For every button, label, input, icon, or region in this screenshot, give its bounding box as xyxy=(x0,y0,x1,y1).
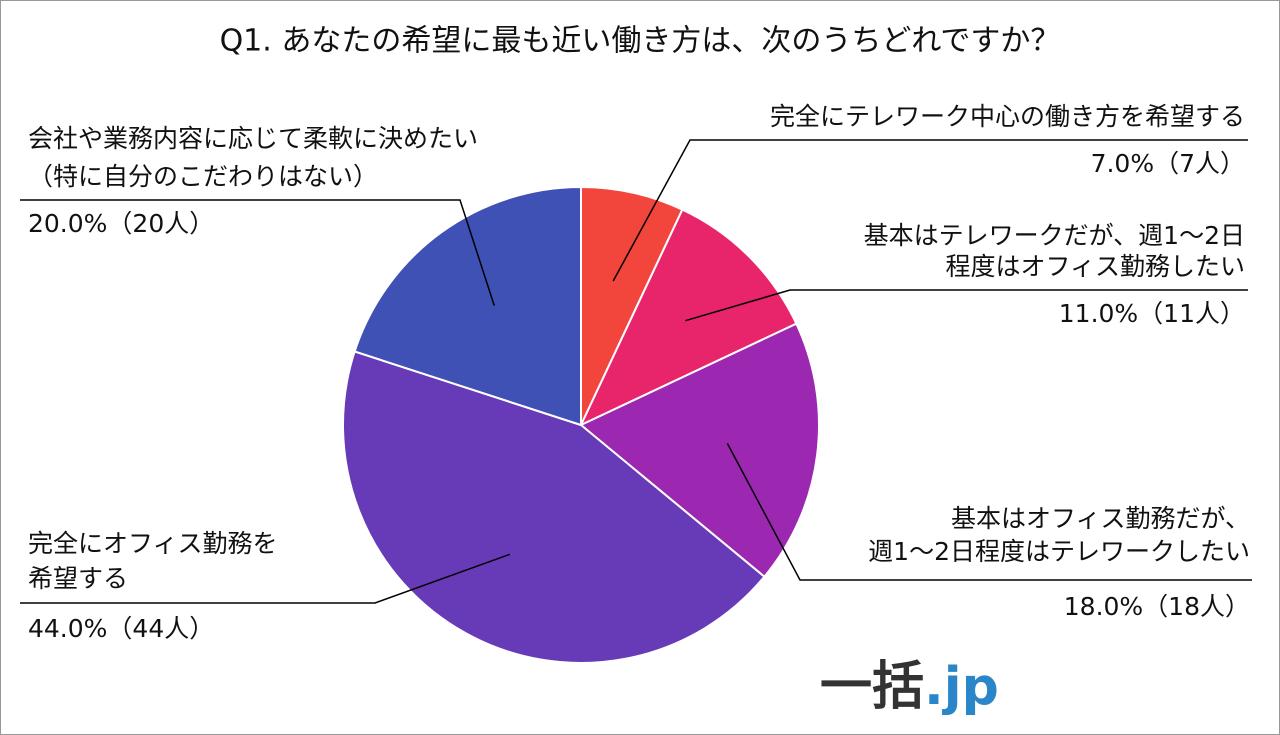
logo-main: 一括 xyxy=(820,657,924,717)
logo-accent: .jp xyxy=(924,657,999,717)
slice-label: 完全にテレワーク中心の働き方を希望する xyxy=(770,102,1245,131)
slice-label: 程度はオフィス勤務したい xyxy=(945,252,1245,281)
leader-line xyxy=(20,199,495,306)
logo: 一括.jp xyxy=(820,657,999,717)
leader-line xyxy=(685,289,1248,322)
pie-slice xyxy=(580,185,684,426)
slice-label: （特に自分のこだわりはない） xyxy=(28,162,378,191)
value-label: 18.0%（18人） xyxy=(1064,592,1250,621)
chart-title: Q1. あなたの希望に最も近い働き方は、次のうちどれですか？ xyxy=(220,24,1061,59)
value-label: 20.0%（20人） xyxy=(28,209,214,238)
leader-line xyxy=(726,443,1252,581)
slice-label: 会社や業務内容に応じて柔軟に決めたい xyxy=(28,124,478,153)
slice-label: 週1～2日程度はテレワークしたい xyxy=(868,537,1250,566)
pie-slice xyxy=(342,350,766,664)
value-label: 44.0%（44人） xyxy=(28,614,214,643)
slice-label: 基本はテレワークだが、週1～2日 xyxy=(864,221,1245,250)
leader-line xyxy=(612,139,1248,282)
slice-label: 基本はオフィス勤務だが、 xyxy=(951,504,1250,533)
slice-label: 完全にオフィス勤務を xyxy=(28,529,278,558)
pie-slice xyxy=(353,185,582,427)
leader-line xyxy=(20,553,511,604)
pie-slice xyxy=(578,208,798,428)
value-label: 11.0%（11人） xyxy=(1059,299,1245,328)
value-label: 7.0%（7人） xyxy=(1091,149,1245,178)
pie-slice xyxy=(579,322,820,579)
slice-label: 希望する xyxy=(28,564,128,593)
